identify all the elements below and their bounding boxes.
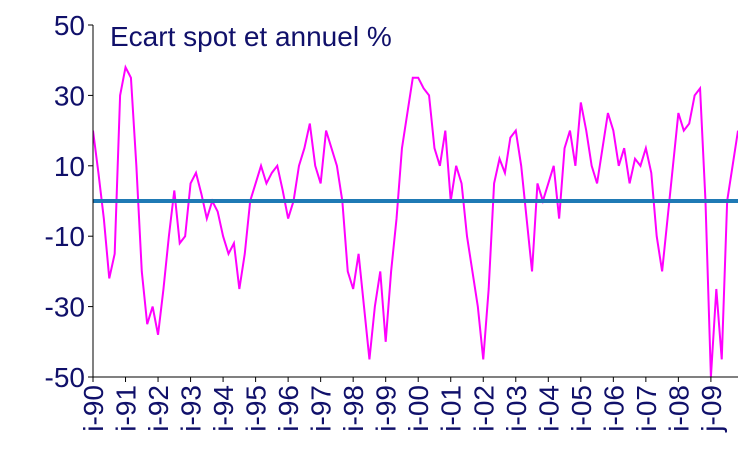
x-tick-label: i-08 [663, 385, 694, 432]
x-tick-label: i-90 [78, 385, 109, 432]
y-tick-label: 30 [54, 80, 85, 111]
y-tick-label: -10 [45, 221, 85, 252]
x-tick-label: i-92 [143, 385, 174, 432]
x-tick-label: i-96 [273, 385, 304, 432]
y-tick-label: 10 [54, 151, 85, 182]
x-tick-label: i-99 [371, 385, 402, 432]
x-tick-label: i-93 [176, 385, 207, 432]
y-tick-label: -30 [45, 292, 85, 323]
x-tick-label: i-07 [631, 385, 662, 432]
x-tick-label: i-04 [533, 385, 564, 432]
x-tick-label: i-02 [468, 385, 499, 432]
x-tick-label: i-95 [241, 385, 272, 432]
x-tick-label: i-00 [403, 385, 434, 432]
x-tick-label: i-05 [566, 385, 597, 432]
y-tick-label: -50 [45, 362, 85, 393]
annotation: Ecart spot et annuel % [110, 21, 392, 52]
x-tick-label: j-09 [696, 385, 727, 433]
y-tick-label: 50 [54, 10, 85, 41]
x-tick-label: i-94 [208, 385, 239, 432]
x-tick-label: i-91 [111, 385, 142, 432]
x-tick-label: i-97 [306, 385, 337, 432]
x-tick-label: i-98 [338, 385, 369, 432]
x-tick-label: i-03 [501, 385, 532, 432]
x-tick-label: i-01 [436, 385, 467, 432]
x-tick-label: i-06 [598, 385, 629, 432]
data-line [93, 64, 738, 377]
